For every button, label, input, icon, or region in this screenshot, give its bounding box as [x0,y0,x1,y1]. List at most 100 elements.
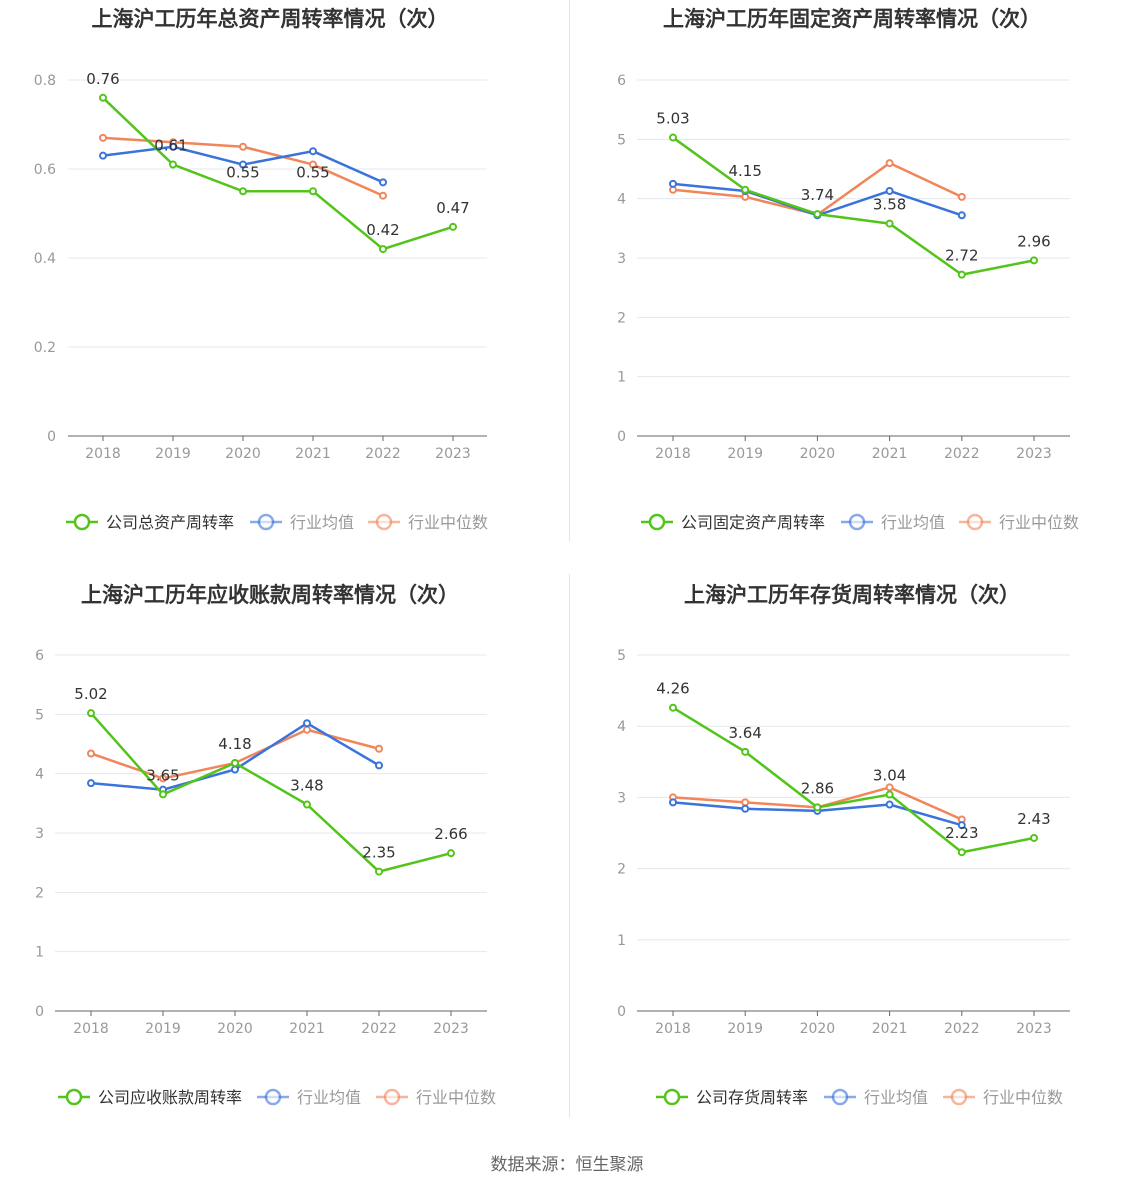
data-point-avg [375,761,383,770]
legend-item-avg: 行业均值 [257,1088,361,1107]
y-tick-label: 3 [617,251,626,267]
x-tick-label: 2022 [944,1021,980,1037]
y-tick-label: 0.4 [34,251,56,267]
data-point-company [1030,256,1038,265]
x-tick-label: 2021 [872,1021,908,1037]
legend-label: 公司存货周转率 [696,1088,808,1107]
legend-item-avg: 行业均值 [824,1088,928,1107]
legend-item-median: 行业中位数 [376,1088,496,1107]
data-label: 3.65 [146,766,179,784]
data-point-avg [87,779,95,788]
legend-item-median: 行业中位数 [959,513,1079,532]
legend-item-company: 公司存货周转率 [656,1088,808,1107]
series-line-company [90,712,452,873]
data-label: 5.02 [74,685,107,703]
legend-marker [663,1088,681,1106]
x-tick-label: 2018 [655,1021,691,1037]
y-tick-label: 6 [35,648,44,664]
x-tick-label: 2018 [85,446,121,462]
data-label: 3.64 [728,724,761,742]
data-point-avg [669,179,677,188]
legend-marker [966,513,984,531]
x-tick-label: 2020 [800,1021,836,1037]
data-point-avg [169,142,177,151]
x-tick-label: 2020 [225,446,261,462]
legend-label: 行业中位数 [408,513,488,532]
data-point-avg [741,804,750,813]
x-tick-label: 2021 [872,446,908,462]
y-tick-label: 6 [617,73,626,89]
data-point-company [239,187,247,196]
x-tick-label: 2019 [155,446,191,462]
legend-item-median: 行业中位数 [943,1088,1063,1107]
data-label: 0.76 [86,70,119,88]
legend-label: 行业中位数 [999,513,1079,532]
data-point-avg [231,765,239,774]
data-label: 3.74 [801,186,834,204]
data-point-company [159,790,167,799]
chart-3-svg: 上海沪工历年存货周转率情况（次） 0 1 2 3 4 5 2018 2019 2020 2021 20… [617,583,1070,1107]
y-tick-label: 5 [35,707,44,723]
legend-item-median: 行业中位数 [368,513,488,532]
legend-marker [831,1088,849,1106]
data-source-note: 数据来源：恒生聚源 [490,1155,644,1175]
data-label: 5.03 [656,110,689,128]
data-label: 2.43 [1017,810,1050,828]
data-point-company [87,709,95,718]
y-tick-label: 2 [617,310,626,326]
x-tick-label: 2020 [217,1021,253,1037]
data-label: 2.35 [362,844,395,862]
y-tick-label: 2 [617,862,626,878]
x-tick-label: 2019 [727,446,763,462]
chart-title: 上海沪工历年总资产周转率情况（次） [92,7,449,31]
series-line-company [672,706,1035,854]
data-point-median [885,159,894,168]
data-label: 0.55 [296,163,329,181]
data-point-median [239,142,247,151]
legend-marker [648,513,666,531]
legend-label: 行业均值 [881,513,945,532]
data-point-company [449,222,457,231]
data-point-avg [885,800,894,809]
legend-marker [375,513,393,531]
data-point-company [1030,833,1038,842]
legend-label: 行业中位数 [416,1088,496,1107]
chart-fixed-asset-turnover: 上海沪工历年固定资产周转率情况（次） 0 1 2 3 4 5 6 2018 2019 2020 202… [567,0,1134,580]
y-tick-label: 1 [617,933,626,949]
series-line-company [672,136,1035,276]
legend-label: 行业均值 [290,513,354,532]
x-tick-label: 2019 [727,1021,763,1037]
legend-label: 公司固定资产周转率 [681,513,825,532]
y-tick-label: 0.2 [34,340,56,356]
x-tick-label: 2018 [73,1021,109,1037]
data-point-median [159,774,167,783]
x-tick-label: 2022 [361,1021,397,1037]
y-tick-label: 1 [35,945,44,961]
data-point-avg [885,186,894,195]
data-point-avg [669,798,677,807]
data-label: 4.18 [218,735,251,753]
data-point-avg [309,147,317,156]
legend-label: 行业均值 [864,1088,928,1107]
legend-item-company: 公司固定资产周转率 [641,513,825,532]
series-line-company [102,96,454,251]
data-point-company [957,270,966,279]
y-tick-label: 0 [47,429,56,445]
chart-title: 上海沪工历年应收账款周转率情况（次） [81,583,459,607]
data-point-median [741,798,750,807]
legend-label: 公司应收账款周转率 [98,1088,242,1107]
y-tick-label: 1 [617,370,626,386]
panel-divider-top [569,0,570,542]
legend-marker [257,513,275,531]
data-label: 3.58 [873,196,906,214]
data-point-median [87,749,95,758]
legend-item-avg: 行业均值 [250,513,354,532]
y-tick-label: 4 [617,719,626,735]
y-tick-label: 3 [35,826,44,842]
data-label: 2.96 [1017,232,1050,250]
data-label: 3.48 [290,777,323,795]
legend-marker [264,1088,282,1106]
data-point-company [741,747,750,756]
x-tick-label: 2023 [1016,446,1052,462]
y-tick-label: 4 [617,192,626,208]
